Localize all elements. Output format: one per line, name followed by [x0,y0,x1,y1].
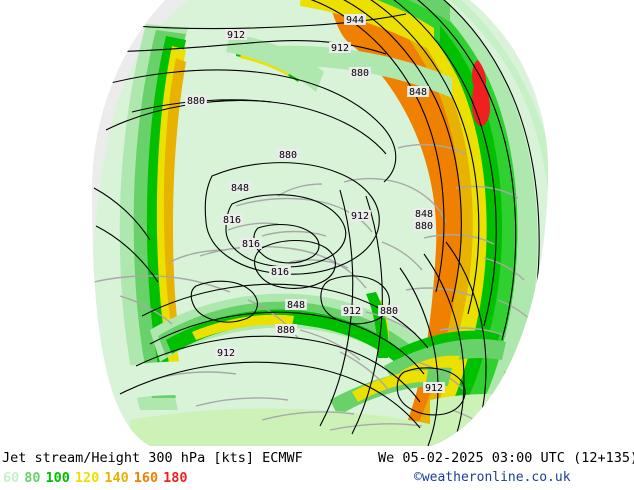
contour-label: 880 [187,96,205,107]
contour-label-bg [215,347,237,358]
contour-label-bg [349,67,371,78]
contour-label-bg [285,299,307,310]
contour-label: 848 [287,300,305,311]
contour-label-bg [277,149,299,160]
contour-label: 944 [346,15,364,26]
legend-value-60: 60 [3,470,20,486]
contour-label-bg [275,324,297,335]
contour-label-bg [407,86,429,97]
legend-value-100: 100 [45,470,70,486]
copyright-label: ©weatheronline.co.uk [414,470,571,485]
contour-label-bg [221,214,243,225]
jet-speed-fill [92,0,548,446]
contour-label-bg [341,305,363,316]
legend-value-80: 80 [24,470,41,486]
contour-label-bg [378,305,400,316]
jet-ribbon-upper-centre-pale [226,34,324,92]
contour-label: 912 [217,348,235,359]
speed-band-120-south [192,314,294,340]
contour-label-bg [240,238,262,249]
contour-label: 912 [351,211,369,222]
legend-value-180: 180 [163,470,188,486]
contour-label-bg [349,210,371,221]
contour-label-bg [413,208,435,219]
contour-label-bg [269,266,291,277]
jet-speed-legend: 60 80 100 120 140 160 180 [3,470,192,486]
contour-label: 848 [409,87,427,98]
speed-band-60-bottom [130,408,430,446]
contour-label-bg [329,42,351,53]
legend-value-120: 120 [74,470,100,486]
contour-label-bg [229,182,251,193]
contour-label-bg [185,95,207,106]
contour-label: 912 [425,383,443,394]
speed-band-120-se-lower [352,370,428,402]
contour-label: 848 [415,209,433,220]
contour-label: 880 [351,68,369,79]
speed-band-140-west [163,58,186,346]
contour-label: 912 [227,30,245,41]
jet-stream-map[interactable]: 944 912 912 880 848 880 880 848 912 848 816 880 816 8… [0,0,634,446]
legend-value-140: 140 [104,470,129,486]
contour-label: 880 [415,221,433,232]
speed-band-120-north [300,0,434,52]
contour-label: 912 [343,306,361,317]
contour-label: 880 [380,306,398,317]
valid-time-label: We 05-02-2025 03:00 UTC (12+135) [378,450,634,466]
contour-label-bg [225,29,247,40]
speed-band-100-west [146,36,186,386]
contour-label: 880 [277,325,295,336]
contour-label-bg [423,382,445,393]
contour-label: 880 [279,150,297,161]
contour-label: 816 [242,239,260,250]
legend-value-160: 160 [133,470,159,486]
speed-band-100-central [366,292,389,358]
contour-label-bg [344,14,366,25]
speed-band-120-west [156,46,186,368]
map-title: Jet stream/Height 300 hPa [kts] ECMWF [2,450,303,466]
contour-label-bg [413,220,435,231]
map-footer: Jet stream/Height 300 hPa [kts] ECMWF We… [0,446,634,490]
contour-label: 816 [223,215,241,226]
contour-label: 912 [331,43,349,54]
contour-label: 848 [231,183,249,194]
contour-label: 816 [271,267,289,278]
